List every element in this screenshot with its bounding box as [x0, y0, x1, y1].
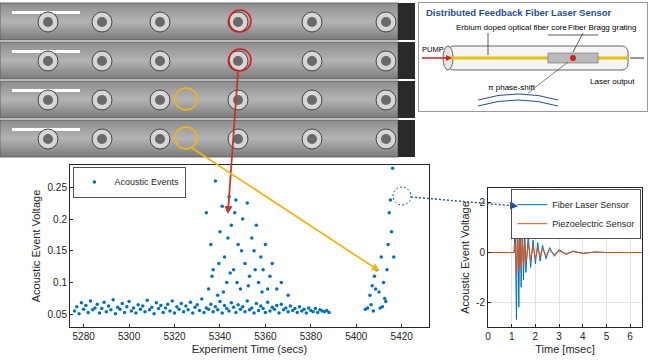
- svg-text:2: 2: [533, 331, 539, 342]
- svg-text:5420: 5420: [391, 331, 414, 342]
- svg-text:0.15: 0.15: [48, 245, 68, 256]
- svg-text:1: 1: [509, 331, 515, 342]
- svg-text:5320: 5320: [163, 331, 186, 342]
- svg-text:5400: 5400: [345, 331, 368, 342]
- svg-text:5280: 5280: [73, 331, 96, 342]
- svg-text:0: 0: [485, 331, 491, 342]
- svg-text:4: 4: [580, 331, 586, 342]
- svg-text:-2: -2: [476, 297, 485, 308]
- svg-text:5340: 5340: [209, 331, 232, 342]
- svg-text:Time [msec]: Time [msec]: [535, 343, 595, 355]
- svg-text:Laser output: Laser output: [590, 77, 635, 86]
- svg-text:Erbium doped optical fiber cor: Erbium doped optical fiber core: [456, 23, 567, 32]
- svg-text:Acoustic Events: Acoustic Events: [114, 177, 179, 187]
- svg-text:0.2: 0.2: [53, 214, 67, 225]
- svg-text:5: 5: [604, 331, 610, 342]
- svg-text:Acoustic Event Voltage: Acoustic Event Voltage: [459, 201, 471, 314]
- svg-text:5360: 5360: [254, 331, 277, 342]
- svg-text:Piezoelectric Sensor: Piezoelectric Sensor: [552, 219, 634, 229]
- svg-text:2: 2: [479, 197, 485, 208]
- svg-text:Acoustic Event Voltage: Acoustic Event Voltage: [30, 190, 42, 303]
- svg-text:π phase-shift: π phase-shift: [488, 83, 536, 92]
- svg-text:Fiber Bragg grating: Fiber Bragg grating: [568, 23, 636, 32]
- svg-text:5300: 5300: [118, 331, 141, 342]
- svg-text:0: 0: [479, 247, 485, 258]
- svg-text:Distributed Feedback Fiber Las: Distributed Feedback Fiber Laser Sensor: [426, 7, 612, 18]
- svg-text:3: 3: [556, 331, 562, 342]
- svg-text:0.05: 0.05: [48, 309, 68, 320]
- svg-text:6: 6: [627, 331, 633, 342]
- svg-text:0.1: 0.1: [53, 277, 67, 288]
- svg-text:Experiment Time (secs): Experiment Time (secs): [192, 343, 308, 355]
- svg-text:5380: 5380: [300, 331, 323, 342]
- svg-text:0.25: 0.25: [48, 182, 68, 193]
- svg-text:PUMP: PUMP: [422, 45, 444, 54]
- svg-text:Fiber Laser Sensor: Fiber Laser Sensor: [552, 200, 629, 210]
